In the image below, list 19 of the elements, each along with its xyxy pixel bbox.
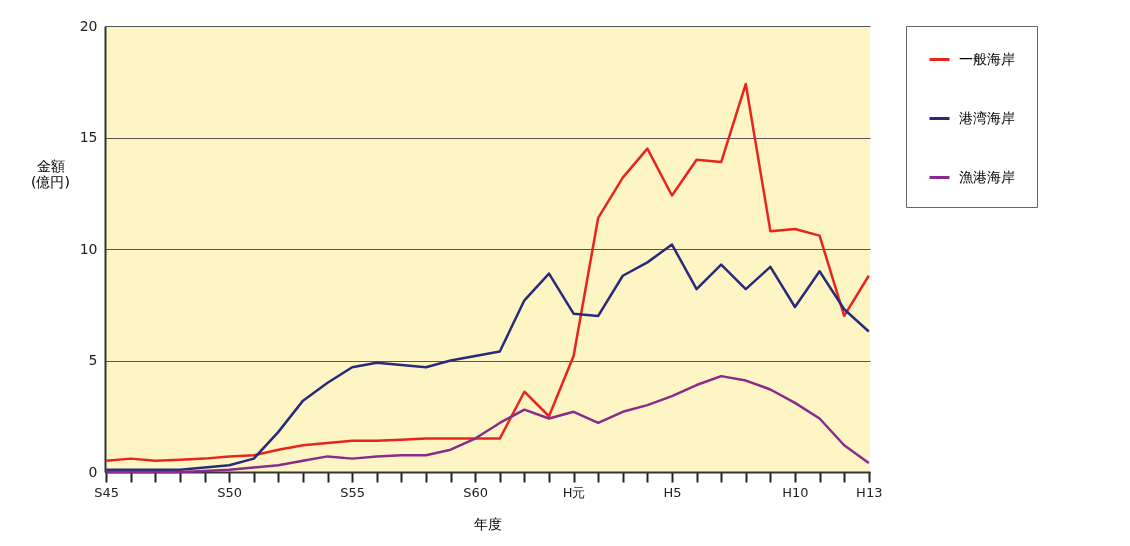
y-tick-label: 0 (88, 463, 98, 480)
x-tick-label: S60 (463, 484, 489, 500)
x-tick-label: S50 (217, 484, 243, 500)
x-tick-label: H13 (856, 484, 883, 500)
y-tick-label: 20 (79, 17, 98, 34)
y-tick-label: 5 (88, 352, 98, 368)
legend-label: 一般海岸 (959, 50, 1015, 67)
legend-label: 漁港海岸 (959, 168, 1015, 185)
legend-label: 港湾海岸 (959, 109, 1015, 126)
y-axis-title: 金額 (億円) (31, 157, 70, 190)
x-tick-label: S55 (340, 484, 366, 500)
x-tick-label: H10 (782, 484, 809, 500)
line-series (104, 82, 871, 463)
x-tick-label: H元 (562, 484, 586, 500)
y-tick-label: 10 (79, 240, 98, 257)
x-tick-label: S45 (94, 484, 120, 500)
y-tick-label: 15 (79, 129, 98, 145)
x-tick-label: H5 (663, 484, 682, 500)
x-axis-title: 年度 (474, 515, 502, 532)
